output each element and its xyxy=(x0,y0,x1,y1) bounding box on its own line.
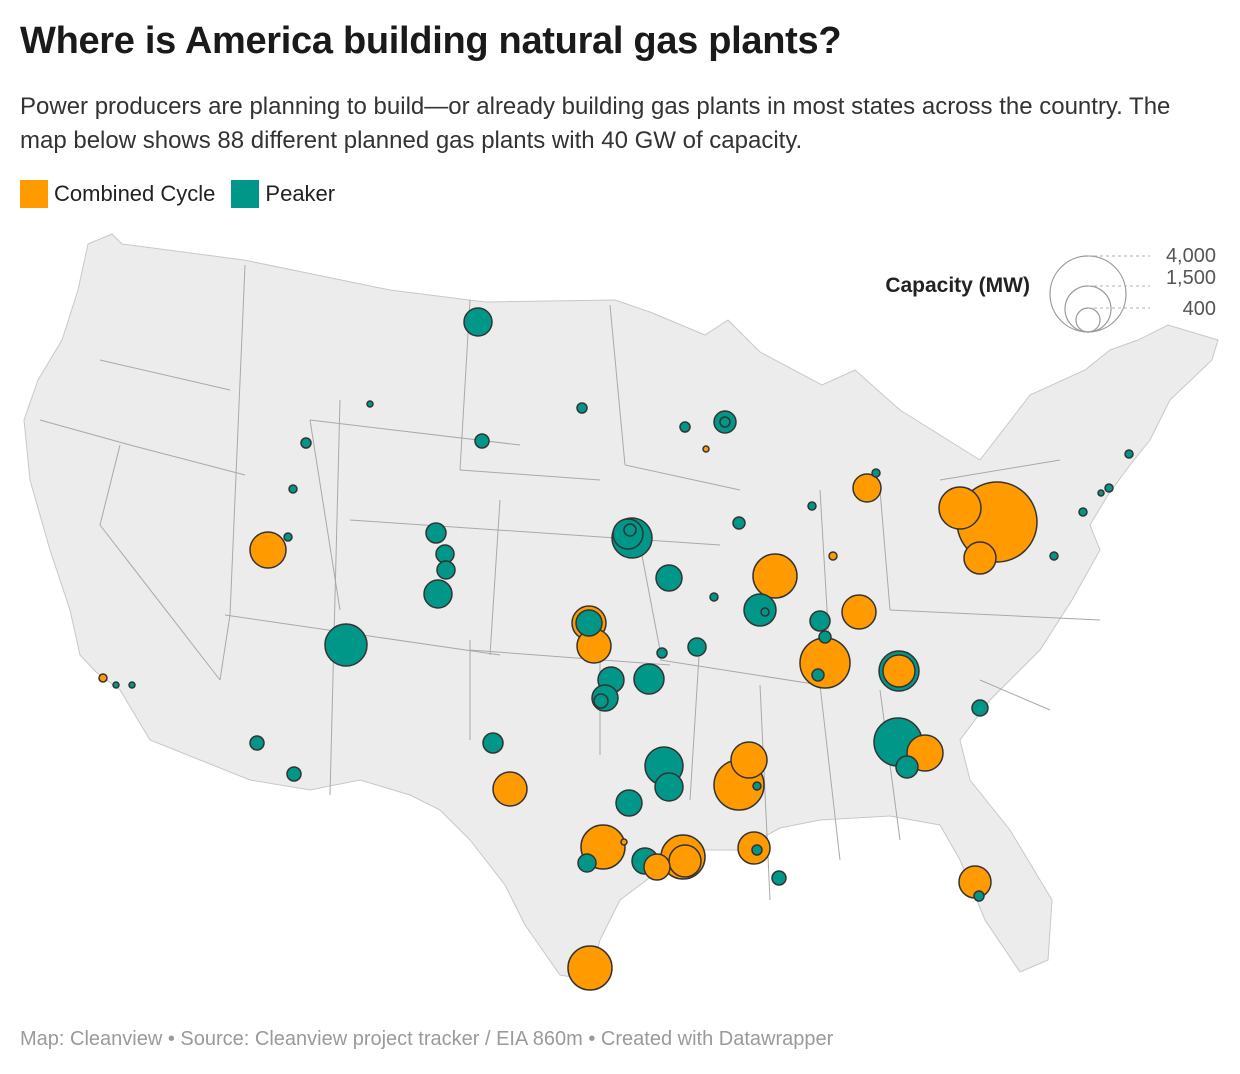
peaker-plant-marker xyxy=(807,501,817,511)
capacity-legend-circle xyxy=(1064,285,1112,333)
peaker-plant-marker xyxy=(656,647,668,659)
peaker-plant-marker xyxy=(324,623,368,667)
peaker-plant-marker xyxy=(895,755,919,779)
peaker-plant-marker xyxy=(654,772,684,802)
combined-cycle-plant-marker xyxy=(852,473,882,503)
peaker-plant-marker xyxy=(576,402,588,414)
peaker-plant-marker xyxy=(436,560,456,580)
capacity-legend-tick: 1,500 xyxy=(1166,267,1216,289)
combined-cycle-plant-marker xyxy=(882,654,916,688)
combined-cycle-plant-marker xyxy=(963,541,997,575)
peaker-plant-marker xyxy=(973,890,985,902)
peaker-plant-marker xyxy=(971,699,989,717)
chart-subtitle: Power producers are planning to build—or… xyxy=(20,93,1171,154)
combined-cycle-plant-marker xyxy=(668,844,702,878)
peaker-plant-marker xyxy=(719,416,731,428)
peaker-plant-marker xyxy=(623,523,637,537)
peaker-plant-marker xyxy=(679,421,691,433)
peaker-plant-marker xyxy=(655,564,683,592)
peaker-plant-marker xyxy=(593,693,609,709)
combined-cycle-plant-marker xyxy=(643,853,671,881)
combined-cycle-plant-marker xyxy=(730,741,768,779)
combined-cycle-plant-marker xyxy=(98,673,108,683)
combined-cycle-plant-marker xyxy=(620,838,628,846)
capacity-legend-tick: 4,000 xyxy=(1166,245,1216,267)
peaker-plant-marker xyxy=(1049,551,1059,561)
peaker-plant-marker xyxy=(732,516,746,530)
peaker-plant-marker xyxy=(474,433,490,449)
peaker-plant-marker xyxy=(811,668,825,682)
peaker-plant-marker xyxy=(1078,507,1088,517)
footer-credits: Map: Cleanview • Source: Cleanview proje… xyxy=(20,1028,834,1050)
peaker-plant-marker xyxy=(463,307,493,337)
peaker-plant-marker xyxy=(300,437,312,449)
us-land xyxy=(23,233,1219,981)
combined-cycle-plant-marker xyxy=(702,445,710,453)
capacity-legend-circle xyxy=(1075,307,1101,333)
legend-item-combined-cycle: Combined Cycle xyxy=(20,180,215,208)
peaker-plant-marker xyxy=(687,637,707,657)
color-legend: Combined Cycle Peaker xyxy=(20,180,335,208)
peaker-plant-marker xyxy=(128,681,136,689)
combined-cycle-plant-marker xyxy=(249,531,287,569)
chart-title: Where is America building natural gas pl… xyxy=(20,20,842,62)
peaker-plant-marker xyxy=(709,592,719,602)
legend-label-peaker: Peaker xyxy=(265,181,336,206)
peaker-plant-marker xyxy=(743,593,777,627)
combined-cycle-plant-marker xyxy=(492,771,528,807)
peaker-plant-marker xyxy=(1097,489,1105,497)
capacity-legend-tick: 400 xyxy=(1183,298,1216,320)
state-borders xyxy=(39,264,1101,901)
peaker-plant-marker xyxy=(752,781,762,791)
combined-cycle-plant-marker xyxy=(938,486,982,530)
map-area: Capacity (MW) 4,000 1,500 400 xyxy=(0,220,1240,1010)
peaker-plant-marker xyxy=(112,681,120,689)
peaker-plant-marker xyxy=(1124,449,1134,459)
peaker-swatch xyxy=(231,180,260,208)
peaker-plant-marker xyxy=(575,609,603,637)
peaker-plant-marker xyxy=(577,853,597,873)
combined-cycle-plant-marker xyxy=(567,945,613,991)
combined-cycle-plant-marker xyxy=(752,553,798,599)
combined-cycle-plant-marker xyxy=(841,594,877,630)
peaker-plant-marker xyxy=(286,766,302,782)
peaker-plant-marker xyxy=(283,532,293,542)
peaker-plant-marker xyxy=(288,484,298,494)
legend-item-peaker: Peaker xyxy=(231,180,335,208)
legend-label-combined-cycle: Combined Cycle xyxy=(54,181,216,206)
peaker-plant-marker xyxy=(809,610,831,632)
peaker-plant-marker xyxy=(633,663,665,695)
peaker-plant-marker xyxy=(1104,483,1114,493)
capacity-legend-title: Capacity (MW) xyxy=(885,274,1030,297)
peaker-plant-marker xyxy=(249,735,265,751)
peaker-plant-marker xyxy=(425,522,447,544)
peaker-plant-marker xyxy=(482,732,504,754)
peaker-plant-marker xyxy=(751,844,763,856)
peaker-plant-marker xyxy=(435,544,455,564)
peaker-plant-marker xyxy=(366,400,374,408)
capacity-legend-circle xyxy=(1049,255,1127,333)
peaker-plant-marker xyxy=(423,579,453,609)
peaker-plant-marker xyxy=(760,607,770,617)
combined-cycle-swatch xyxy=(20,180,48,208)
peaker-plant-marker xyxy=(771,870,787,886)
peaker-plant-marker xyxy=(818,630,832,644)
combined-cycle-plant-marker xyxy=(828,551,838,561)
combined-cycle-plant-marker xyxy=(799,637,851,689)
plant-markers xyxy=(98,307,1134,991)
peaker-plant-marker xyxy=(871,468,881,478)
peaker-plant-marker xyxy=(615,789,643,817)
